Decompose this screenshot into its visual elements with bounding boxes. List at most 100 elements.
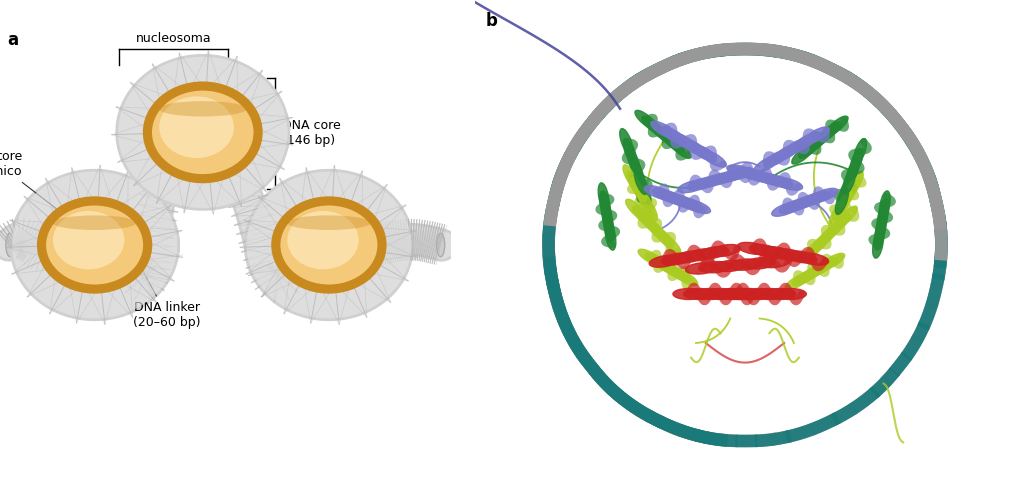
Ellipse shape [649,122,671,141]
Ellipse shape [659,191,687,205]
Ellipse shape [644,186,672,199]
Ellipse shape [725,168,754,180]
Text: DNA core
(146 bp): DNA core (146 bp) [282,120,340,147]
Ellipse shape [673,289,705,299]
Ellipse shape [159,101,247,117]
Ellipse shape [280,204,379,286]
Ellipse shape [659,262,684,277]
Ellipse shape [765,175,794,188]
Ellipse shape [631,158,644,185]
Ellipse shape [715,260,745,271]
Ellipse shape [803,127,829,144]
Ellipse shape [764,289,796,299]
Ellipse shape [737,243,768,254]
Ellipse shape [755,172,783,185]
Ellipse shape [806,133,827,152]
Ellipse shape [598,183,609,210]
Ellipse shape [710,245,740,257]
Ellipse shape [779,199,807,214]
Ellipse shape [772,202,800,216]
Text: a: a [7,31,17,49]
Ellipse shape [872,231,884,258]
Ellipse shape [635,110,656,129]
Ellipse shape [836,189,848,215]
Ellipse shape [785,251,816,263]
Ellipse shape [773,249,805,261]
Ellipse shape [846,158,859,185]
Ellipse shape [705,289,736,299]
Ellipse shape [722,289,754,299]
Ellipse shape [837,206,857,227]
Ellipse shape [652,188,680,202]
Ellipse shape [794,133,819,150]
Ellipse shape [726,289,758,299]
Ellipse shape [833,196,849,221]
Ellipse shape [759,256,790,268]
Ellipse shape [627,171,643,196]
Ellipse shape [819,122,841,141]
Ellipse shape [638,249,663,265]
Ellipse shape [850,148,863,174]
Ellipse shape [764,150,790,167]
Ellipse shape [640,213,660,234]
Ellipse shape [690,144,717,161]
Ellipse shape [800,266,823,282]
Ellipse shape [732,289,764,299]
Ellipse shape [844,177,859,202]
Ellipse shape [754,289,785,299]
Ellipse shape [271,196,387,294]
Ellipse shape [685,263,717,274]
Ellipse shape [634,184,650,208]
Ellipse shape [785,274,809,290]
Ellipse shape [806,262,830,277]
Ellipse shape [736,168,765,180]
Ellipse shape [151,90,255,175]
Ellipse shape [53,211,124,270]
Ellipse shape [674,270,697,286]
Ellipse shape [839,178,852,204]
Ellipse shape [837,190,852,215]
Ellipse shape [626,199,646,220]
Ellipse shape [645,253,670,270]
Ellipse shape [602,207,613,234]
Ellipse shape [670,139,691,158]
Text: b: b [485,12,497,30]
Ellipse shape [700,262,731,273]
Ellipse shape [716,170,744,183]
Ellipse shape [684,289,715,299]
Ellipse shape [820,253,845,270]
Ellipse shape [745,170,774,183]
Ellipse shape [743,289,774,299]
Ellipse shape [685,249,717,261]
Ellipse shape [687,178,716,190]
Ellipse shape [683,199,711,214]
Ellipse shape [627,148,640,174]
Text: nucleosoma: nucleosoma [135,31,211,45]
Ellipse shape [809,234,829,254]
Ellipse shape [624,139,636,165]
Ellipse shape [633,206,653,227]
Ellipse shape [634,169,647,195]
Ellipse shape [874,223,885,250]
Ellipse shape [649,255,680,267]
Ellipse shape [787,196,815,211]
Ellipse shape [843,169,856,195]
Ellipse shape [799,139,820,158]
Ellipse shape [773,144,800,161]
Ellipse shape [601,199,611,226]
Ellipse shape [674,251,705,263]
Ellipse shape [880,191,890,218]
Ellipse shape [681,138,707,156]
Ellipse shape [826,116,848,135]
Ellipse shape [142,81,263,183]
Ellipse shape [810,188,838,202]
Ellipse shape [813,257,838,273]
Ellipse shape [816,227,837,247]
Ellipse shape [877,207,888,234]
Ellipse shape [774,178,803,190]
Ellipse shape [707,172,735,185]
Ellipse shape [45,204,144,286]
Ellipse shape [879,199,889,226]
Ellipse shape [744,258,775,269]
Ellipse shape [641,196,657,221]
